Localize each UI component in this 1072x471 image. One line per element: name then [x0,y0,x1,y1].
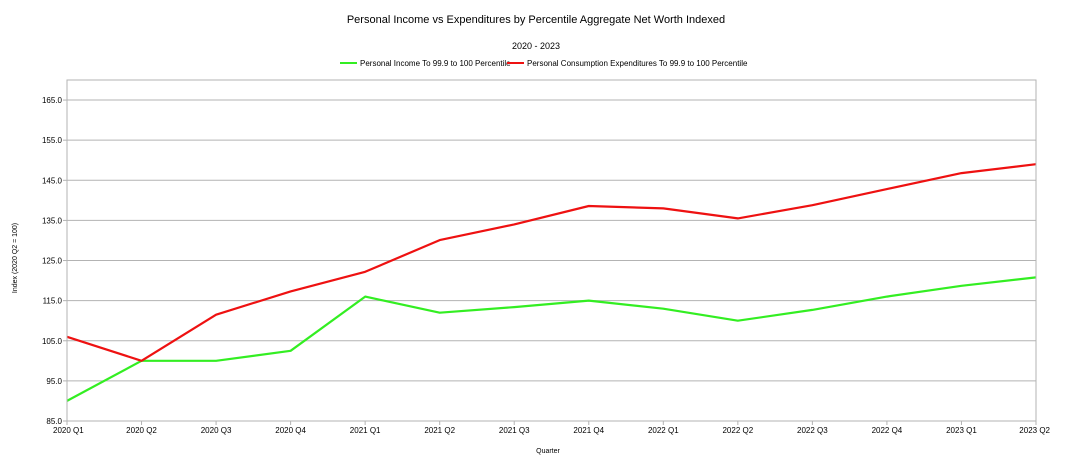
gridlines [67,100,1036,421]
x-tick-label: 2021 Q2 [424,426,455,435]
x-tick-label: 2022 Q2 [722,426,753,435]
y-tick-label: 105.0 [42,337,63,346]
x-tick-label: 2021 Q3 [499,426,530,435]
y-tick-label: 115.0 [43,297,63,306]
x-tick-label: 2023 Q2 [1019,426,1050,435]
y-tick-label: 95.0 [46,377,62,386]
x-tick-label: 2022 Q3 [797,426,828,435]
y-axis-ticks: 85.0 95.0 105.0 115.0 125.0 135.0 145.0 155.0 16… [42,96,67,426]
x-tick-label: 2022 Q4 [872,426,903,435]
expenditures-line [67,164,1036,361]
y-tick-label: 135.0 [42,216,63,225]
x-tick-label: 2020 Q1 [53,426,84,435]
x-tick-label: 2021 Q4 [573,426,604,435]
x-tick-label: 2021 Q1 [350,426,381,435]
series-lines [67,164,1036,401]
x-tick-label: 2020 Q3 [201,426,232,435]
chart-subtitle: 2020 - 2023 [512,41,560,51]
legend-label-income: Personal Income To 99.9 to 100 Percentil… [360,59,511,68]
x-tick-label: 2022 Q1 [648,426,679,435]
income-line [67,277,1036,401]
x-axis-title: Quarter [536,448,560,455]
x-axis-ticks: 2020 Q1 2020 Q2 2020 Q3 2020 Q4 2021 Q1 2021 … [53,421,1051,435]
y-tick-label: 155.0 [42,136,63,145]
chart-title: Personal Income vs Expenditures by Perce… [347,14,725,26]
y-tick-label: 125.0 [42,257,63,266]
plot-area-border [67,80,1036,421]
legend: Personal Income To 99.9 to 100 Percentil… [340,59,748,68]
y-tick-label: 85.0 [46,417,62,426]
y-tick-label: 165.0 [42,96,63,105]
x-tick-label: 2020 Q4 [275,426,306,435]
x-tick-label: 2023 Q1 [946,426,977,435]
y-tick-label: 145.0 [42,176,63,185]
y-axis-title: Index (2020 Q2 = 100) [12,223,19,293]
legend-label-expenditures: Personal Consumption Expenditures To 99.… [527,59,748,68]
x-tick-label: 2020 Q2 [126,426,157,435]
